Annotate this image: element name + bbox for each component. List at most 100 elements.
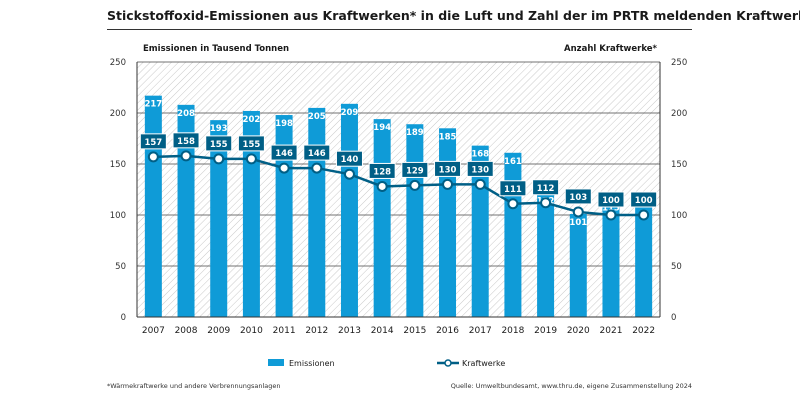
line-point [572, 206, 584, 218]
line-point [213, 153, 225, 165]
line-value-box [401, 161, 429, 178]
line-value-box [630, 191, 658, 208]
y-tick-left: 250 [110, 58, 126, 68]
bar [406, 124, 424, 317]
bar-value-label: 168 [471, 150, 489, 160]
bar-value-label: 194 [373, 123, 391, 133]
legend: Emissionen Kraftwerke [268, 359, 505, 368]
line-value-label: 146 [308, 149, 326, 159]
bar-value-label: 185 [439, 132, 457, 142]
line-value-box [335, 150, 363, 167]
line-point [474, 178, 486, 190]
x-tick-label: 2007 [142, 326, 165, 336]
line-value-label: 111 [504, 185, 522, 195]
bar-value-label: 202 [243, 115, 261, 125]
line-value-box [532, 179, 560, 196]
x-tick-label: 2017 [469, 326, 492, 336]
line-value-label: 128 [373, 167, 391, 177]
line-value-label: 130 [471, 165, 489, 175]
y-tick-left: 50 [115, 262, 126, 272]
series-line [153, 154, 644, 217]
bar [537, 192, 555, 317]
x-tick-label: 2021 [600, 326, 623, 336]
y-tick-left: 100 [110, 211, 126, 221]
line-value-label: 157 [144, 138, 162, 148]
line-value-box [205, 135, 233, 152]
y-tick-right: 250 [671, 58, 687, 68]
bar-value-label: 205 [308, 112, 326, 122]
bar [340, 103, 358, 317]
y-tick-left: 200 [110, 109, 126, 119]
chart-title: Stickstoffoxid-Emissionen aus Kraftwerke… [107, 8, 800, 23]
x-tick-label: 2010 [240, 326, 263, 336]
footnote: *Wärmekraftwerke und andere Verbrennungs… [107, 382, 281, 390]
bar-value-label: 189 [406, 128, 424, 138]
bar [635, 193, 653, 317]
x-tick-label: 2011 [273, 326, 296, 336]
bar-value-label: 115 [602, 204, 620, 214]
line-value-label: 140 [341, 155, 359, 165]
line-point [638, 209, 650, 221]
x-tick-label: 2016 [436, 326, 459, 336]
bar [308, 107, 326, 318]
x-tick-label: 2015 [403, 326, 426, 336]
bar-value-label: 209 [341, 108, 359, 118]
bar [602, 199, 620, 317]
y-tick-right: 50 [671, 262, 682, 272]
bar [144, 95, 162, 317]
line-point [343, 168, 355, 180]
line-value-box [303, 144, 331, 161]
bar [569, 213, 587, 317]
y-tick-right: 150 [671, 160, 687, 170]
y-tick-left: 0 [121, 313, 126, 323]
x-tick-label: 2014 [371, 326, 394, 336]
x-tick-label: 2020 [567, 326, 590, 336]
line-value-box [139, 133, 167, 150]
bar [471, 145, 489, 317]
x-tick-label: 2022 [632, 326, 655, 336]
x-tick-label: 2009 [207, 326, 230, 336]
bar [504, 152, 522, 317]
line-value-label: 100 [602, 196, 620, 206]
line-point [376, 180, 388, 192]
bar [439, 128, 457, 317]
bar-value-label: 161 [504, 157, 522, 167]
line-value-label: 158 [177, 137, 195, 147]
x-tick-label: 2013 [338, 326, 361, 336]
bar-value-label: 217 [144, 100, 162, 110]
line-value-box [434, 160, 462, 177]
bar-value-label: 193 [210, 124, 228, 134]
x-tick-label: 2018 [501, 326, 524, 336]
line-value-box [466, 160, 494, 177]
line-value-label: 100 [635, 196, 653, 206]
line-value-label: 103 [569, 193, 587, 203]
y-tick-right: 200 [671, 109, 687, 119]
y-tick-right: 100 [671, 211, 687, 221]
x-tick-label: 2012 [305, 326, 328, 336]
bar [242, 110, 260, 318]
x-tick-label: 2008 [175, 326, 198, 336]
line-value-box [564, 188, 592, 205]
line-value-box [172, 132, 200, 149]
line-point [278, 162, 290, 174]
bar [373, 119, 391, 318]
line-point [245, 153, 257, 165]
line-value-label: 146 [275, 149, 293, 159]
line-value-label: 129 [406, 166, 424, 176]
legend-label-plants: Kraftwerke [462, 359, 505, 368]
y-axis-title-right: Anzahl Kraftwerke* [564, 44, 658, 54]
line-value-box [270, 144, 298, 161]
line-point [180, 150, 192, 162]
title-divider [107, 29, 692, 30]
line-point [147, 151, 159, 163]
legend-swatch-bars [268, 359, 284, 366]
line-point [442, 178, 454, 190]
legend-swatch-marker [444, 359, 452, 367]
y-axis-title-left: Emissionen in Tausend Tonnen [143, 44, 289, 54]
legend-label-emissions: Emissionen [289, 359, 335, 368]
line-value-box [237, 135, 265, 152]
line-point [605, 209, 617, 221]
line-value-box [597, 191, 625, 208]
axes: 0 0 50 50 100 100 150 150 200 200 250 250 2007 2008 20… [110, 58, 687, 336]
